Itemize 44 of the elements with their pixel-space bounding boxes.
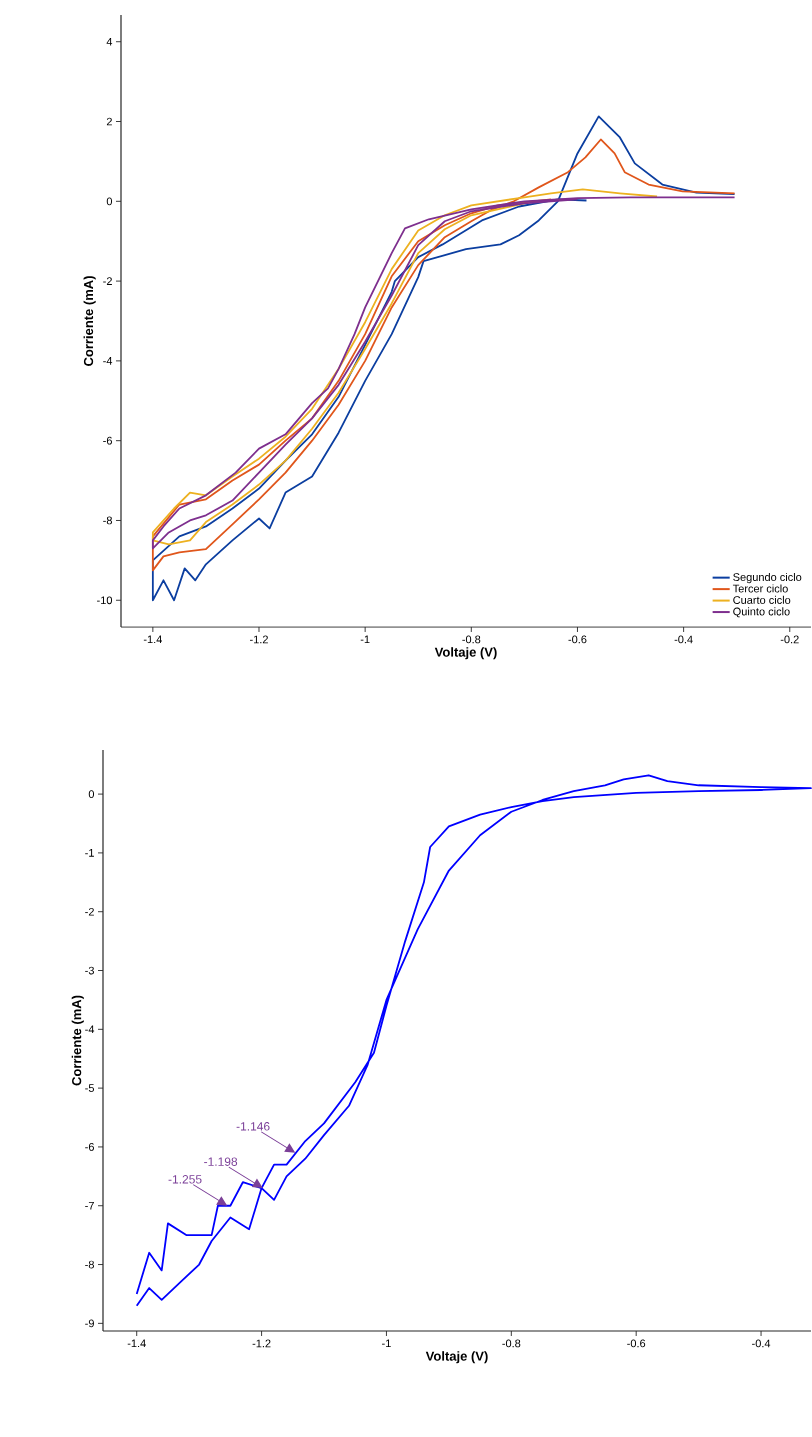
line-series: [135, 774, 812, 1307]
y-tick-label: -7: [85, 1201, 94, 1210]
y-tick-label: 0: [88, 790, 95, 798]
x-tick-label: -1.2: [250, 635, 268, 644]
x-axis-title: Voltaje (V): [434, 647, 497, 660]
y-tick-label: -4: [103, 357, 113, 365]
x-tick-label: -0.4: [674, 635, 693, 644]
y-tick-label: -4: [85, 1025, 95, 1034]
y-axis-title: Corriente (mA): [83, 276, 96, 366]
x-tick-label: -1: [382, 1339, 391, 1348]
annotation: -1.255: [168, 1175, 202, 1184]
legend-label: Cuarto ciclo: [733, 595, 791, 604]
y-tick-label: -9: [85, 1319, 94, 1328]
y-tick-label: -5: [85, 1084, 95, 1092]
y-tick-label: -10: [97, 596, 113, 605]
x-tick-label: -0.6: [568, 635, 587, 644]
y-axis-title: Corriente (mA): [71, 995, 84, 1086]
y-tick-label: -8: [85, 1260, 95, 1269]
y-tick-label: 2: [106, 117, 112, 126]
x-tick-label: -1.4: [127, 1339, 146, 1348]
x-tick-label: -0.6: [627, 1339, 646, 1348]
x-tick-label: -0.2: [780, 635, 799, 644]
x-tick-label: -1: [360, 635, 370, 644]
line-series: [151, 188, 659, 546]
y-tick-label: -6: [103, 436, 113, 445]
legend-label: Segundo ciclo: [733, 572, 802, 584]
legend-label: Tercer ciclo: [732, 584, 788, 593]
x-tick-label: -0.8: [502, 1339, 521, 1348]
y-tick-label: -2: [85, 907, 94, 916]
y-tick-label: 0: [106, 197, 113, 206]
x-tick-label: -0.4: [752, 1339, 771, 1348]
legend-label: Quinto ciclo: [733, 607, 790, 618]
x-tick-label: -1.4: [143, 635, 163, 644]
x-axis-title: Voltaje (V): [425, 1351, 488, 1364]
y-tick-label: -2: [103, 277, 112, 285]
x-tick-label: -1.2: [252, 1339, 271, 1348]
annotation: -1.198: [204, 1157, 238, 1166]
y-tick-label: 4: [106, 37, 113, 46]
y-tick-label: -6: [85, 1143, 95, 1151]
y-tick-label: -8: [103, 516, 113, 525]
x-tick-label: -0.8: [462, 635, 481, 644]
y-tick-label: -3: [85, 966, 95, 975]
annotation: -1.146: [236, 1122, 270, 1131]
y-tick-label: -1: [85, 849, 94, 857]
